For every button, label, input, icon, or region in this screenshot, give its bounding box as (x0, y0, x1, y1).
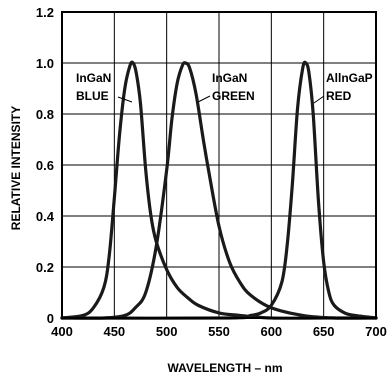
x-tick-label: 650 (313, 324, 335, 339)
y-tick-label: 1.2 (36, 5, 54, 20)
series-label-blue: BLUE (76, 89, 109, 103)
x-tick-label: 450 (103, 324, 125, 339)
plot-frame (61, 11, 377, 319)
x-tick-label: 550 (208, 324, 230, 339)
label-leader-green (197, 95, 211, 103)
label-leader-blue (117, 96, 133, 103)
y-axis-label: RELATIVE INTENSITY (9, 106, 23, 230)
series-label-green: GREEN (212, 89, 255, 103)
x-tick-labels: 400 450 500 550 600 650 700 (51, 324, 387, 339)
grid-lines (61, 11, 377, 319)
series-label-blue: InGaN (76, 71, 111, 85)
x-tick-label: 700 (365, 324, 387, 339)
y-tick-label: 0.6 (36, 158, 54, 173)
series-labels: InGaN BLUE InGaN GREEN AllnGaP RED (76, 71, 373, 104)
x-axis-label: WAVELENGTH – nm (167, 361, 282, 375)
y-tick-label: 0.4 (36, 209, 55, 224)
series-label-green: InGaN (212, 71, 247, 85)
x-tick-label: 600 (260, 324, 282, 339)
y-tick-label: 0.2 (36, 260, 54, 275)
spectrum-curves (60, 60, 378, 320)
y-tick-label: 1.0 (36, 56, 54, 71)
series-label-red: AllnGaP (326, 71, 373, 85)
series-label-red: RED (326, 89, 352, 103)
y-tick-label: 0 (47, 311, 54, 326)
series-line-red (60, 60, 378, 320)
x-tick-label: 400 (51, 324, 73, 339)
series-line-blue (60, 60, 378, 320)
series-line-green (60, 61, 378, 320)
y-tick-label: 0.8 (36, 107, 54, 122)
y-tick-labels: 0 0.2 0.4 0.6 0.8 1.0 1.2 (36, 5, 55, 326)
label-leader-red (313, 95, 325, 104)
x-tick-label: 500 (156, 324, 178, 339)
